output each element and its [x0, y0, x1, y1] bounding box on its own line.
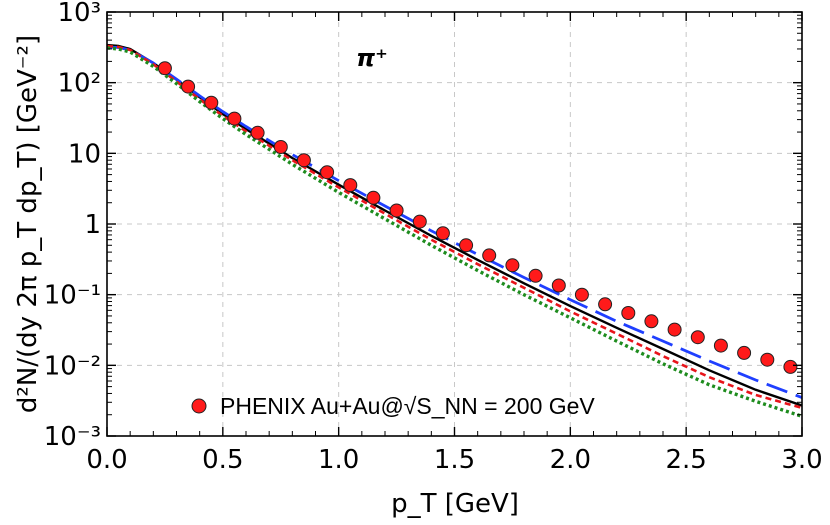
data-point — [273, 140, 288, 154]
data-point — [528, 268, 543, 283]
x-tick-label: 2.0 — [550, 445, 591, 475]
y-tick-label: 10 — [68, 139, 101, 169]
y-tick-label: 10⁻¹ — [44, 281, 101, 311]
x-axis-title: p_T [GeV] — [391, 489, 519, 519]
x-tick-label: 3.0 — [781, 445, 822, 475]
curve-long-dash — [106, 45, 803, 399]
data-point — [760, 352, 775, 367]
x-tick-label: 2.5 — [665, 445, 706, 475]
data-point — [505, 258, 520, 273]
data-point — [621, 306, 636, 320]
data-point — [598, 297, 613, 312]
data-point — [389, 203, 404, 218]
data-points — [157, 61, 798, 374]
x-tick-labels: 0.0 0.5 1.0 1.5 2.0 2.5 3.0 — [86, 445, 822, 475]
x-tick-label: 1.0 — [318, 445, 359, 475]
curve-dotted — [106, 46, 803, 418]
data-point — [204, 95, 219, 110]
data-point — [459, 238, 474, 253]
data-point — [667, 322, 682, 337]
data-point — [412, 214, 427, 229]
y-axis-title: d²N/(dy 2π p_T dp_T) [GeV⁻²] — [13, 35, 43, 413]
data-point — [320, 165, 335, 180]
model-curves — [106, 43, 803, 418]
axis-ticks — [106, 11, 803, 437]
data-point — [181, 79, 196, 94]
x-tick-label: 0.0 — [86, 445, 127, 475]
y-tick-label: 10³ — [57, 0, 101, 28]
data-point — [644, 314, 659, 329]
data-point — [343, 178, 358, 193]
data-point — [551, 278, 566, 293]
y-tick-label: 1 — [84, 210, 101, 240]
data-point — [574, 287, 589, 302]
data-point — [435, 226, 450, 241]
legend-label: PHENIX Au+Au@√S_NN = 200 GeV — [220, 393, 595, 419]
data-point — [690, 330, 705, 345]
x-tick-label: 1.5 — [434, 445, 475, 475]
y-tick-label: 10⁻² — [44, 351, 101, 381]
legend: PHENIX Au+Au@√S_NN = 200 GeV — [191, 393, 595, 419]
data-point — [482, 248, 497, 263]
data-point — [783, 359, 798, 374]
y-tick-label: 10⁻³ — [44, 422, 101, 452]
particle-annotation: π⁺ — [356, 44, 388, 72]
grid — [107, 12, 802, 436]
data-point — [250, 125, 265, 140]
y-tick-label: 10² — [57, 69, 101, 99]
x-tick-label: 0.5 — [202, 445, 243, 475]
data-point — [737, 345, 752, 360]
data-point — [713, 338, 728, 353]
data-point — [296, 153, 311, 168]
legend-marker — [191, 398, 207, 414]
data-point — [366, 190, 381, 205]
data-point — [227, 111, 242, 126]
data-point — [157, 61, 172, 76]
y-tick-labels: 10⁻³ 10⁻² 10⁻¹ 1 10 10² 10³ — [44, 0, 101, 452]
